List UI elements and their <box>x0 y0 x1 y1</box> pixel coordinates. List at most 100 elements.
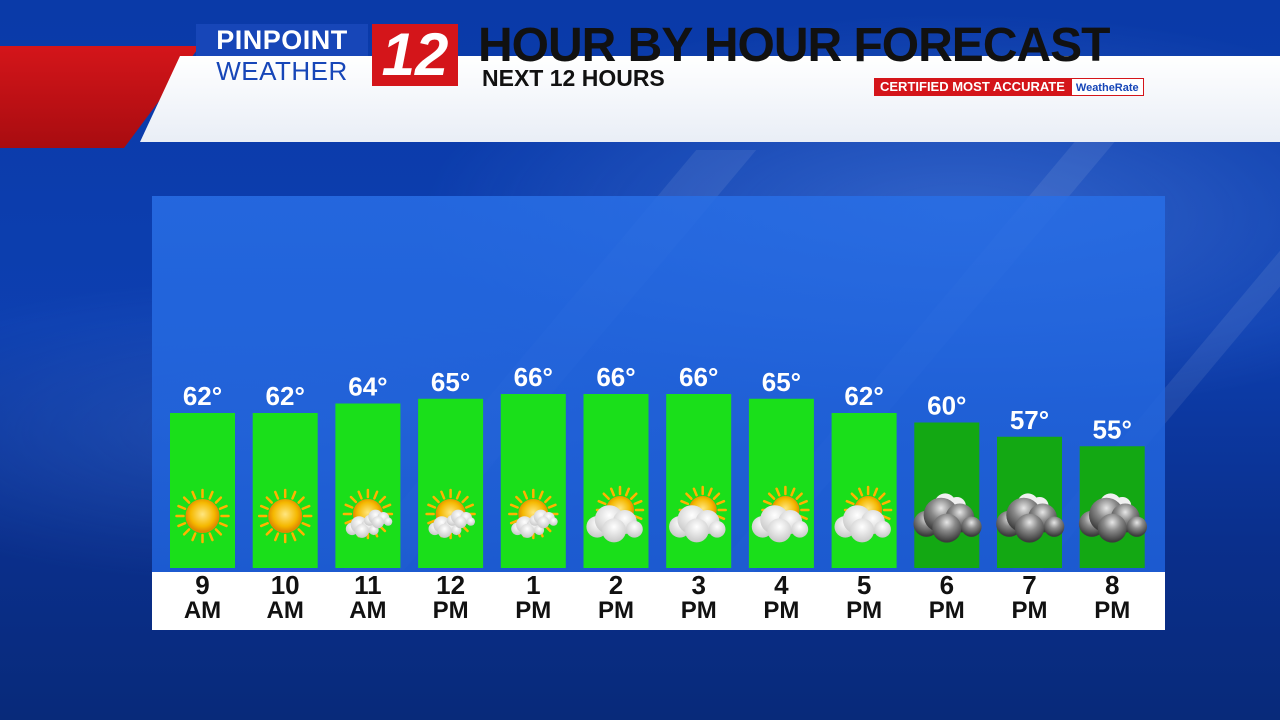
sun-disc <box>185 499 220 533</box>
sun-ray <box>182 528 191 536</box>
sun-ray <box>344 519 354 525</box>
sun-ray <box>432 495 440 504</box>
logo-weather-text: WEATHER <box>216 56 348 86</box>
hour-label: 6 PM <box>912 572 982 625</box>
sun-ray <box>795 492 803 500</box>
sun-ray <box>208 532 214 542</box>
sun-ray <box>798 514 808 521</box>
sun-ray <box>382 503 392 509</box>
sun-ray <box>767 492 776 500</box>
bar-group: 57° <box>996 405 1065 568</box>
sun-ray <box>208 490 214 500</box>
sun-ray <box>544 495 552 504</box>
sun-ray <box>712 492 721 500</box>
sun-ray <box>440 490 446 500</box>
temperature-bar-chart: 62° 62° 64° 65° 66° 66° 66° 65° 62° 60° 57° 55° <box>170 362 1147 568</box>
sun-ray <box>685 492 693 500</box>
sun-ray <box>790 487 796 497</box>
sun-ray <box>291 490 297 500</box>
hour-label: 5 PM <box>829 572 899 625</box>
hour-period: AM <box>183 597 222 624</box>
sun-ray <box>633 514 643 521</box>
small-cloud-icon-puff <box>383 517 393 526</box>
sun-ray <box>349 495 358 504</box>
page-title: HOUR BY HOUR FORECAST <box>478 19 1110 72</box>
sun-ray <box>427 519 437 525</box>
hour-number: 8 <box>1104 570 1120 600</box>
sun-ray <box>872 487 879 497</box>
certified-brand: WeatheRate <box>1070 78 1144 96</box>
sun-rays <box>175 488 230 544</box>
temperature-bar <box>335 403 401 568</box>
temperature-label: 66° <box>596 362 635 392</box>
sun-ray <box>191 532 197 542</box>
sun-ray <box>624 487 631 497</box>
cloud-icon <box>834 505 891 543</box>
sun-ray <box>177 522 187 528</box>
certified-badge: CERTIFIED MOST ACCURATE WeatheRate <box>874 78 1144 96</box>
hour-period: PM <box>928 597 965 624</box>
dark-cloud-icon <box>996 497 1065 543</box>
hour-period: AM <box>349 597 387 624</box>
hour-period: PM <box>846 597 883 624</box>
hour-label: 12 PM <box>416 572 486 625</box>
logo-pinpoint-text: PINPOINT <box>196 24 368 56</box>
sun-ray <box>798 499 808 506</box>
weather-icon-night-cloudy <box>1078 493 1147 543</box>
temperature-label: 62° <box>266 381 305 411</box>
temperature-label: 62° <box>844 381 883 411</box>
bar-group: 66° <box>666 362 732 568</box>
weather-icon-sunny <box>257 488 313 544</box>
bar-group: 62° <box>252 381 318 568</box>
small-cloud-icon-puff <box>466 517 475 526</box>
sun-ray <box>301 504 311 510</box>
sun-ray <box>775 487 781 497</box>
dark-cloud-icon <box>1078 497 1147 543</box>
cloud-icon-puff <box>602 518 626 543</box>
temperature-label: 66° <box>679 362 718 392</box>
sun-ray <box>515 495 523 504</box>
temperature-label: 55° <box>1093 414 1132 444</box>
sun-ray <box>297 528 305 536</box>
sun-ray <box>602 492 610 500</box>
temperature-label: 64° <box>348 372 387 402</box>
small-cloud-icon <box>529 509 558 529</box>
dark-cloud-icon-puff <box>1097 513 1127 543</box>
sun-ray <box>707 487 713 497</box>
sun-ray <box>509 519 519 525</box>
bar-group: 66° <box>583 362 649 568</box>
sun-ray <box>547 503 557 509</box>
sun-ray <box>597 499 607 506</box>
small-cloud-icon-puff <box>371 516 384 529</box>
hour-period: PM <box>432 597 469 624</box>
hour-number: 4 <box>774 570 789 600</box>
chart-panel <box>152 196 1165 572</box>
bar-group: 62° <box>170 381 235 568</box>
hour-number: 2 <box>608 570 624 600</box>
sun-ray <box>509 503 519 509</box>
hour-label: 11 AM <box>333 572 403 625</box>
temperature-label: 57° <box>1010 405 1049 435</box>
hour-period: PM <box>680 597 717 624</box>
small-cloud-icon-puff <box>454 516 467 529</box>
sun-ray <box>259 504 269 510</box>
dark-cloud-icon-puff <box>1044 516 1065 537</box>
cloud-icon-puff <box>850 518 875 543</box>
hour-period: AM <box>266 597 304 624</box>
hour-period: PM <box>598 597 634 624</box>
temperature-bar <box>500 394 566 568</box>
logo-channel-number: 12 <box>372 24 458 86</box>
small-cloud-icon-puff <box>437 523 452 538</box>
sun-rays <box>257 488 313 544</box>
small-cloud-icon-puff <box>549 517 558 526</box>
sun-ray <box>461 495 469 504</box>
cloud-icon-puff <box>684 518 709 543</box>
header-banner <box>0 44 1280 148</box>
temperature-label: 62° <box>183 381 222 411</box>
temperature-label: 60° <box>927 391 966 421</box>
bar-group: 65° <box>418 367 484 568</box>
hour-label: 2 PM <box>581 570 651 625</box>
hour-label: 7 PM <box>995 572 1065 625</box>
sun-ray <box>522 490 529 500</box>
cloud-icon <box>669 505 726 543</box>
